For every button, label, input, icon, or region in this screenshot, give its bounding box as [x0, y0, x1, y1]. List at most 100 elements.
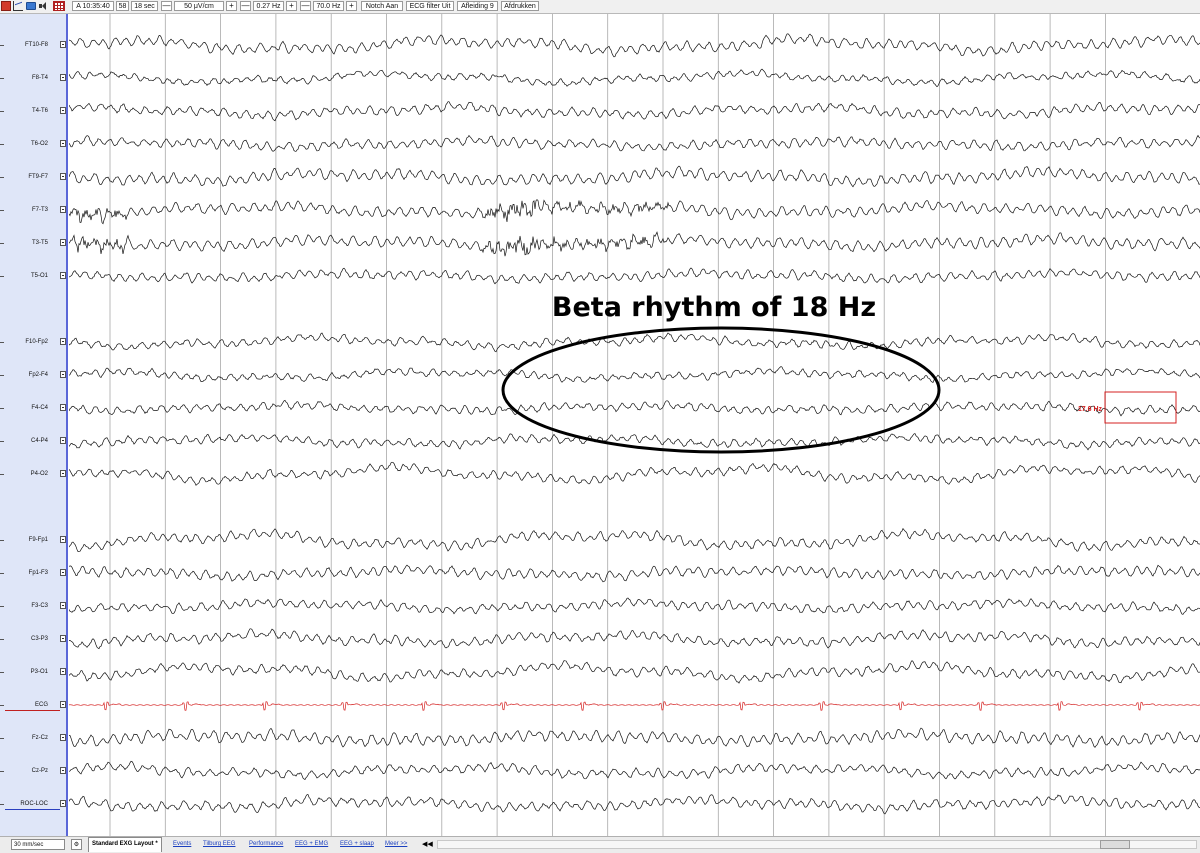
- channel-label[interactable]: P4-O2: [30, 471, 48, 477]
- eeg-trace: [69, 564, 1200, 583]
- channel-baseline-tick: [0, 738, 4, 739]
- sensitivity-display: 50 μV/cm: [174, 1, 224, 11]
- channel-options-button[interactable]: [60, 437, 66, 444]
- channel-label[interactable]: FT9-F7: [28, 174, 48, 180]
- eeg-trace: [69, 267, 1200, 285]
- layout-tab[interactable]: Tilburg EEG: [203, 841, 236, 847]
- highpass-increase-button[interactable]: +: [286, 1, 297, 11]
- channel-label[interactable]: Cz-Pz: [31, 768, 48, 774]
- speaker-icon[interactable]: [39, 1, 49, 11]
- channel-options-button[interactable]: [60, 470, 66, 477]
- eeg-trace: [69, 433, 1200, 451]
- eeg-trace: [69, 399, 1200, 417]
- channel-baseline-tick: [0, 540, 4, 541]
- channel-label[interactable]: Fz-Cz: [32, 735, 48, 741]
- grid-icon[interactable]: [53, 1, 65, 11]
- channel-label[interactable]: ROC-LOC: [20, 801, 48, 807]
- frequency-measure-box[interactable]: [1104, 391, 1177, 424]
- channel-options-button[interactable]: [60, 668, 66, 675]
- folder-icon[interactable]: [26, 2, 36, 10]
- eeg-trace: [69, 199, 1200, 225]
- time-grid: [109, 14, 1106, 836]
- channel-label[interactable]: Fp1-F3: [28, 570, 48, 576]
- channel-options-button[interactable]: [60, 173, 66, 180]
- channel-baseline-tick: [0, 804, 4, 805]
- channel-options-button[interactable]: [60, 74, 66, 81]
- nav-left-button[interactable]: ◀◀: [422, 841, 433, 848]
- channel-label[interactable]: C4-P4: [30, 438, 48, 444]
- channel-options-button[interactable]: [60, 536, 66, 543]
- channel-label[interactable]: F9-Fp1: [28, 537, 48, 543]
- layout-tab[interactable]: EEG + slaap: [340, 841, 374, 847]
- channel-label[interactable]: FT10-F8: [24, 42, 48, 48]
- channel-options-button[interactable]: [60, 767, 66, 774]
- channel-options-button[interactable]: [60, 140, 66, 147]
- page-number[interactable]: 58: [116, 1, 129, 11]
- channel-options-button[interactable]: [60, 404, 66, 411]
- channel-label[interactable]: P3-O1: [30, 669, 48, 675]
- lowpass-increase-button[interactable]: +: [346, 1, 357, 11]
- eeg-trace: [69, 701, 1200, 711]
- app-icon[interactable]: [1, 1, 11, 11]
- channel-options-button[interactable]: [60, 338, 66, 345]
- channel-baseline-tick: [0, 45, 4, 46]
- channel-options-button[interactable]: [60, 635, 66, 642]
- annotation-ellipse: [501, 326, 941, 454]
- gear-icon[interactable]: ⚙: [71, 839, 82, 850]
- sensitivity-increase-button[interactable]: +: [226, 1, 237, 11]
- channel-label[interactable]: Fp2-F4: [28, 372, 48, 378]
- sensitivity-decrease-button[interactable]: —: [161, 1, 172, 11]
- layout-tab[interactable]: Standard EXG Layout *: [88, 837, 162, 852]
- channel-options-button[interactable]: [60, 107, 66, 114]
- lowpass-decrease-button[interactable]: —: [300, 1, 311, 11]
- channel-baseline-tick: [0, 771, 4, 772]
- channel-options-button[interactable]: [60, 800, 66, 807]
- eeg-trace: [69, 727, 1200, 748]
- paper-speed-selector[interactable]: 30 mm/sec: [11, 839, 65, 850]
- notch-toggle-button[interactable]: Notch Aan: [361, 1, 403, 11]
- channel-label[interactable]: ECG: [34, 702, 48, 708]
- channel-label[interactable]: F10-Fp2: [25, 339, 48, 345]
- channel-options-button[interactable]: [60, 371, 66, 378]
- channel-label[interactable]: C3-P3: [30, 636, 48, 642]
- channel-baseline-tick: [0, 441, 4, 442]
- scrollbar-thumb[interactable]: [1100, 840, 1130, 849]
- print-button[interactable]: Afdrukken: [501, 1, 539, 11]
- channel-options-button[interactable]: [60, 272, 66, 279]
- channel-options-button[interactable]: [60, 734, 66, 741]
- channel-options-button[interactable]: [60, 701, 66, 708]
- ecg-label-underline: [5, 710, 60, 711]
- horizontal-scrollbar[interactable]: [437, 840, 1197, 849]
- eeg-trace-area[interactable]: Beta rhythm of 18 Hz 17.6 Hz: [69, 14, 1200, 836]
- channel-label[interactable]: T3-T5: [31, 240, 48, 246]
- ecg-filter-toggle-button[interactable]: ECG filter Uit: [406, 1, 454, 11]
- layout-tab[interactable]: Performance: [249, 841, 284, 847]
- channel-label[interactable]: T4-T6: [31, 108, 48, 114]
- eeg-trace: [69, 660, 1200, 684]
- eeg-trace: [69, 760, 1200, 780]
- chart-icon[interactable]: [13, 1, 23, 11]
- highpass-decrease-button[interactable]: —: [240, 1, 251, 11]
- channel-label[interactable]: F7-T3: [31, 207, 48, 213]
- annotation-overlay: Beta rhythm of 18 Hz 17.6 Hz: [501, 292, 1177, 454]
- channel-options-button[interactable]: [60, 602, 66, 609]
- layout-tab[interactable]: EEG + EMG: [295, 841, 329, 847]
- channel-label[interactable]: F8-T4: [31, 75, 48, 81]
- eeg-trace: [69, 134, 1200, 152]
- eeg-trace: [69, 794, 1200, 815]
- montage-button[interactable]: Afleiding 9: [457, 1, 498, 11]
- channel-baseline-tick: [0, 573, 4, 574]
- duration-display[interactable]: 18 sec: [131, 1, 158, 11]
- layout-tab[interactable]: Meer >>: [385, 841, 408, 847]
- channel-options-button[interactable]: [60, 239, 66, 246]
- channel-options-button[interactable]: [60, 41, 66, 48]
- eeg-trace: [69, 68, 1200, 88]
- layout-tab[interactable]: Events: [173, 841, 192, 847]
- channel-options-button[interactable]: [60, 206, 66, 213]
- channel-label[interactable]: F4-C4: [31, 405, 48, 411]
- channel-label[interactable]: T5-O1: [30, 273, 48, 279]
- channel-label[interactable]: T6-O2: [30, 141, 48, 147]
- channel-label[interactable]: F3-C3: [31, 603, 48, 609]
- channel-options-button[interactable]: [60, 569, 66, 576]
- eeg-trace: [69, 461, 1200, 486]
